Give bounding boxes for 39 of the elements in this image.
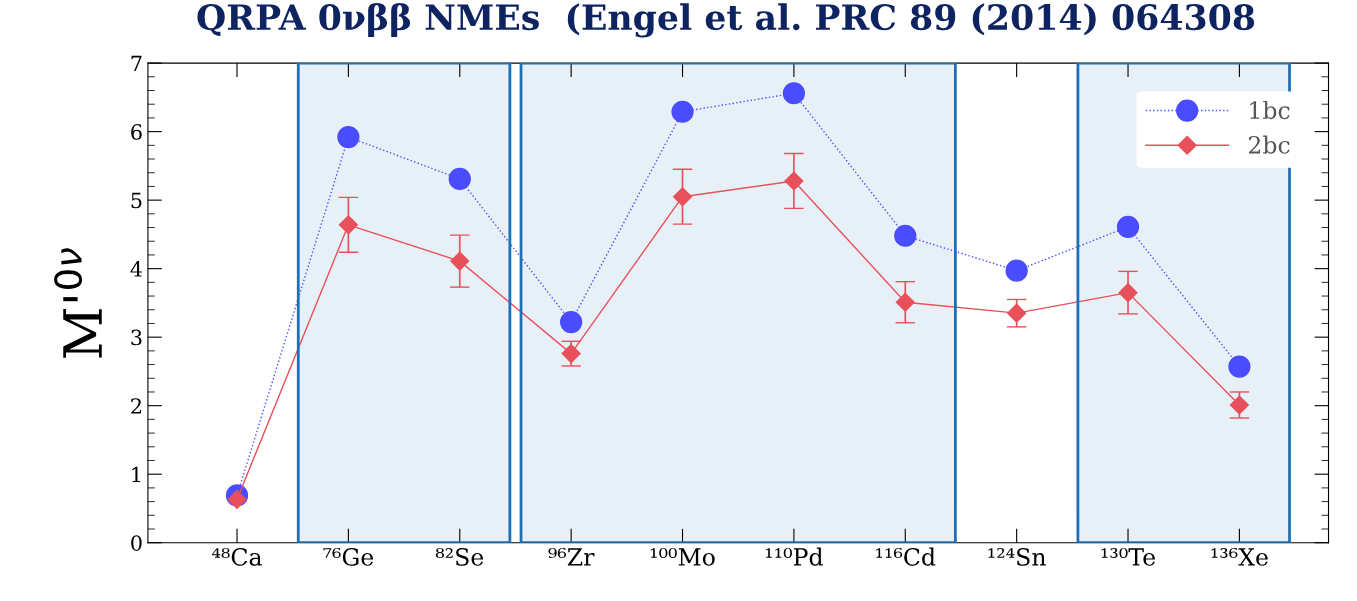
point: [671, 100, 694, 123]
point: [560, 310, 583, 334]
point: [1007, 303, 1027, 323]
point: [782, 82, 806, 105]
point: [894, 224, 917, 247]
y-tick-label: 1: [132, 466, 141, 483]
point: [450, 251, 470, 271]
x-tick-label: ¹²⁴Sn: [988, 547, 1046, 566]
y-tick-label: 5: [131, 192, 142, 209]
point: [227, 490, 247, 510]
legend-label: 2bc: [1248, 135, 1290, 154]
chart-title: QRPA 0νββ NMEs (Engel et al. PRC 89 (2014) 064308: [197, 3, 1255, 38]
point: [1116, 215, 1140, 238]
legend-label: 1bc: [1250, 100, 1290, 120]
x-tick-label: ¹³⁶Xe: [1211, 547, 1268, 566]
y-tick-label: 7: [131, 55, 142, 72]
point: [338, 215, 358, 235]
point: [448, 167, 471, 191]
point: [1005, 259, 1028, 282]
y-axis-title: M'$^{0ν}$: [54, 248, 102, 358]
x-tick-label: ⁷⁶Ge: [323, 547, 374, 566]
y-tick-label: 0: [131, 535, 142, 551]
point: [1118, 283, 1138, 303]
point: [784, 171, 804, 191]
x-tick-label: ¹¹⁰Pd: [765, 547, 823, 566]
x-tick-label: ¹⁰⁰Mo: [650, 547, 715, 566]
y-tick-label: 4: [130, 261, 142, 277]
point: [1228, 355, 1251, 378]
point: [895, 292, 915, 312]
y-tick-label: 6: [131, 124, 142, 140]
point: [672, 187, 693, 207]
y-tick-label: 2: [131, 398, 142, 414]
x-tick-label: ¹¹⁶Cd: [876, 547, 936, 566]
x-tick-label: ⁹⁶Zr: [548, 547, 595, 566]
x-tick-label: ⁸²Se: [435, 547, 484, 566]
point: [337, 125, 360, 149]
x-tick-label: ⁴⁸Ca: [212, 547, 262, 566]
x-tick-label: ¹³⁰Te: [1101, 547, 1155, 566]
y-tick-label: 3: [131, 329, 142, 346]
